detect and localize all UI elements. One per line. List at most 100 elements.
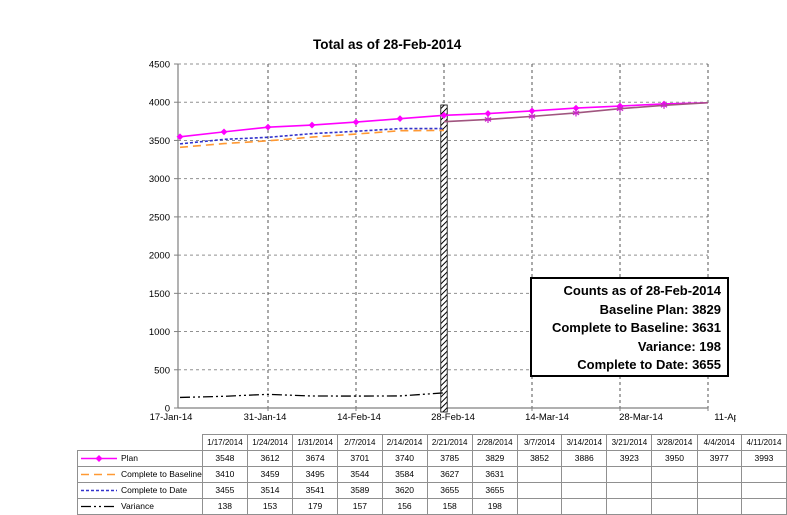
value-cell — [740, 465, 787, 483]
series-label: Variance — [121, 501, 154, 511]
diamond-marker — [528, 107, 536, 115]
value-cell: 3612 — [246, 449, 294, 467]
annotation-line: Baseline Plan: 3829 — [599, 301, 721, 317]
value-cell: 3544 — [337, 465, 383, 483]
value-cell: 3655 — [426, 481, 473, 499]
series-label: Plan — [121, 453, 139, 463]
date-header-cell: 4/4/2014 — [696, 434, 742, 451]
value-cell: 3541 — [292, 481, 339, 499]
value-cell: 3589 — [337, 481, 383, 499]
star-marker — [572, 109, 580, 117]
value-cell — [606, 465, 653, 483]
date-header-cell: 4/11/2014 — [740, 434, 787, 451]
table-header-row: 1/17/2014 1/24/2014 1/31/2014 2/7/2014 2/14/… — [77, 434, 787, 451]
table-row: Complete to Date 3455 3514 3541 3589 3620 3655… — [77, 481, 787, 499]
value-cell: 3495 — [292, 465, 339, 483]
value-cell: 3627 — [426, 465, 473, 483]
series-legend-cell: Plan — [77, 449, 203, 467]
plan-legend-swatch — [81, 454, 117, 462]
diamond-marker — [308, 121, 316, 129]
diamond-marker — [572, 104, 580, 112]
complete-to-baseline-legend-swatch — [81, 473, 117, 475]
diamond-marker — [484, 110, 492, 117]
value-cell — [561, 481, 608, 499]
data-table-region: 1/17/2014 1/24/2014 1/31/2014 2/7/2014 2/14/… — [77, 434, 787, 515]
star-marker — [484, 115, 492, 124]
table-row: Plan 3548 3612 3674 3701 3740 3785 3829 3852 3886… — [77, 449, 787, 467]
diamond-marker — [176, 133, 184, 141]
complete-to-date-line — [179, 127, 444, 145]
annotation-line: Variance: 198 — [637, 338, 721, 354]
diamond-marker — [264, 123, 272, 131]
diamond-marker — [440, 111, 448, 119]
value-cell: 3852 — [516, 449, 563, 467]
y-axis-tick-label: 0 — [165, 404, 170, 415]
variance-legend-swatch — [81, 505, 117, 507]
value-cell: 3455 — [201, 481, 248, 499]
value-cell — [740, 481, 787, 499]
y-axis-tick-label: 4000 — [149, 98, 170, 109]
y-axis-tick-label: 3500 — [149, 136, 170, 147]
value-cell: 3655 — [471, 481, 518, 499]
y-axis-tick-label: 2000 — [149, 251, 170, 262]
value-cell: 3410 — [201, 465, 248, 483]
y-axis-tick-label: 3000 — [149, 174, 170, 185]
value-cell: 3950 — [651, 449, 698, 467]
value-cell: 3584 — [381, 465, 428, 483]
annotation-line: Counts as of 28-Feb-2014 — [563, 283, 722, 298]
star-marker — [616, 105, 624, 113]
date-header-cell: 2/7/2014 — [337, 434, 383, 451]
date-header-cell: 2/21/2014 — [426, 434, 473, 451]
annotation-line: Complete to Baseline: 3631 — [551, 320, 721, 335]
star-marker — [528, 112, 536, 120]
date-header-cell: 1/31/2014 — [292, 434, 339, 451]
chart-title: Total as of 28-Feb-2014 — [313, 37, 462, 52]
y-axis-tick-label: 500 — [154, 365, 170, 376]
value-cell: 3886 — [561, 449, 608, 467]
value-cell — [651, 465, 698, 483]
y-axis-tick-label: 4500 — [149, 60, 170, 71]
status-date-marker — [440, 104, 448, 413]
diamond-marker — [352, 118, 360, 126]
plot-area: 0 500 1000 1500 2000 2500 3000 3500 4000 4500 — [149, 60, 709, 415]
annotation-box: Counts as of 28-Feb-2014 Baseline Plan: … — [530, 277, 729, 377]
star-marker — [660, 101, 668, 109]
date-header-cell: 2/14/2014 — [381, 434, 428, 451]
date-header-cell: 2/28/2014 — [471, 434, 518, 451]
value-cell — [561, 465, 608, 483]
y-axis-tick-label: 1500 — [149, 289, 170, 300]
variance-line — [179, 392, 445, 399]
chart-data-table: 1/17/2014 1/24/2014 1/31/2014 2/7/2014 2/14/… — [77, 434, 787, 515]
value-cell — [516, 465, 563, 483]
series-legend-cell: Complete to Baseline — [77, 465, 203, 483]
value-cell: 3977 — [696, 449, 742, 467]
annotation-line: Complete to Date: 3655 — [577, 357, 721, 372]
value-cell — [696, 465, 742, 483]
y-axis-tick-label: 1000 — [149, 327, 170, 338]
series-legend-cell: Complete to Date — [77, 481, 203, 499]
date-header-cell: 3/7/2014 — [516, 434, 563, 451]
y-axis-tick-label: 2500 — [149, 212, 170, 223]
date-header-cell: 1/24/2014 — [246, 434, 294, 451]
value-cell — [516, 481, 563, 499]
date-header-cell: 3/28/2014 — [651, 434, 698, 451]
complete-to-date-legend-swatch — [81, 489, 117, 491]
series-label: Complete to Date — [121, 485, 188, 495]
value-cell: 3631 — [471, 465, 518, 483]
value-cell: 3993 — [740, 449, 787, 467]
value-cell — [651, 481, 698, 499]
table-corner-cell — [77, 434, 203, 450]
value-cell: 3923 — [606, 449, 653, 467]
date-header-cell: 3/14/2014 — [561, 434, 608, 451]
value-cell — [606, 481, 653, 499]
value-cell: 3785 — [426, 449, 473, 467]
value-cell: 3829 — [471, 449, 518, 467]
value-cell: 3514 — [246, 481, 294, 499]
diamond-marker — [396, 115, 404, 123]
value-cell: 3740 — [381, 449, 428, 467]
value-cell — [696, 481, 742, 499]
value-cell: 3459 — [246, 465, 294, 483]
diamond-marker — [220, 128, 228, 136]
date-header-cell: 1/17/2014 — [201, 434, 248, 451]
